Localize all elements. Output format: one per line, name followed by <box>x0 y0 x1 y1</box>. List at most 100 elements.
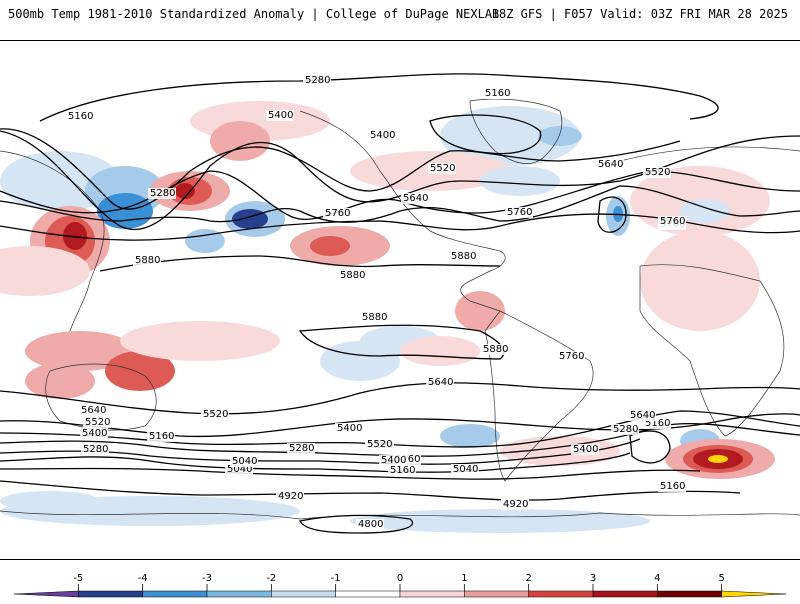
contour-label: 5160 <box>395 454 420 465</box>
contour-label: 4920 <box>278 491 303 502</box>
contour-label: 5280 <box>613 424 638 435</box>
colorbar-ticks: -5 -4 -3 -2 -1 0 1 2 3 4 5 <box>73 573 725 591</box>
colorbar-tick-label: -4 <box>138 573 148 584</box>
contour-label-bg <box>643 418 671 429</box>
contour-label: 5280 <box>305 75 330 86</box>
colorbar-tick-label: -5 <box>73 573 83 584</box>
colorbar-segment <box>206 590 272 598</box>
contour-label: 5880 <box>340 270 365 281</box>
coast-north-america <box>299 110 506 312</box>
coast-greenland <box>469 98 563 164</box>
colorbar-segment <box>721 590 787 598</box>
contour-label: 5400 <box>381 455 406 466</box>
anomaly-region <box>400 336 480 366</box>
contour-5760-south <box>0 382 800 415</box>
colorbar-segment <box>464 590 529 598</box>
colorbar-tick-label: 1 <box>461 573 467 584</box>
anomaly-region <box>0 491 100 511</box>
contour-label-bg <box>501 499 529 510</box>
coast-south-america <box>484 310 594 482</box>
contour-label: 5880 <box>362 312 387 323</box>
contour-label-bg <box>287 443 315 454</box>
contour-label-bg <box>133 255 161 266</box>
contour-low-south-atlantic <box>629 430 671 464</box>
contour-label: 5760 <box>507 207 532 218</box>
colorbar-segment <box>657 590 722 598</box>
contour-label: 5400 <box>573 444 598 455</box>
contour-label: 5040 <box>453 464 478 475</box>
contour-label-bg <box>201 409 229 420</box>
contour-label: 5520 <box>367 439 392 450</box>
contour-label: 5160 <box>390 465 415 476</box>
colorbar-tick-label: -2 <box>266 573 276 584</box>
contour-label-bg <box>79 405 107 416</box>
contour-label: 5160 <box>149 431 174 442</box>
anomaly-region <box>320 341 400 381</box>
contour-label-bg <box>230 456 258 467</box>
contour-label: 5280 <box>150 188 175 199</box>
coast-antarctica <box>0 510 800 520</box>
contour-label: 4920 <box>503 499 528 510</box>
contour-label: 5640 <box>630 410 655 421</box>
coast-eurasia <box>0 146 800 332</box>
contour-label-bg <box>611 424 639 435</box>
anomaly-region <box>25 331 135 371</box>
anomaly-map[interactable]: 5160 5160 5280 5400 5400 5280 5520 5640 5760 5880… <box>0 40 800 560</box>
anomaly-region <box>708 455 728 463</box>
colorbar-segment <box>13 590 79 598</box>
coast-africa <box>639 264 785 437</box>
anomaly-region <box>232 209 268 229</box>
contour-5280 <box>0 128 681 210</box>
contour-label: 5520 <box>645 167 670 178</box>
contour-label: 5640 <box>81 405 106 416</box>
contour-label-bg <box>338 270 366 281</box>
contour-label: 5880 <box>135 255 160 266</box>
colorbar-tick-label: 2 <box>525 573 531 584</box>
contour-label-bg <box>658 216 686 227</box>
contour-label-bg <box>483 88 511 99</box>
contour-label: 5640 <box>428 377 453 388</box>
contour-label-bg <box>628 410 656 421</box>
colorbar: -5 -4 -3 -2 -1 0 1 2 3 4 5 <box>0 566 800 600</box>
contour-label-bg <box>505 207 533 218</box>
contour-label-bg <box>360 312 388 323</box>
contour-label: 5760 <box>325 208 350 219</box>
contour-low-north-atlantic <box>597 196 627 233</box>
anomaly-region <box>350 509 650 533</box>
contour-5880-a <box>99 255 501 272</box>
colorbar-segment <box>271 590 336 598</box>
contour-label-bg <box>571 444 599 455</box>
contour-label-bg <box>449 251 477 262</box>
contour-label: 5880 <box>483 344 508 355</box>
colorbar-tick-label: 3 <box>590 573 596 584</box>
contour-label: 5280 <box>289 443 314 454</box>
colorbar-tick-label: 5 <box>718 573 724 584</box>
contour-label-bg <box>365 439 393 450</box>
colorbar-canvas: -5 -4 -3 -2 -1 0 1 2 3 4 5 <box>13 573 787 598</box>
map-title: 500mb Temp 1981-2010 Standardized Anomal… <box>8 7 500 21</box>
contour-label-bg <box>323 208 351 219</box>
colorbar-segment <box>528 590 594 598</box>
contour-label-bg <box>147 431 175 442</box>
contour-label: 5760 <box>660 216 685 227</box>
coastlines <box>0 98 800 520</box>
contour-label-bg <box>426 377 454 388</box>
contour-5640-south <box>0 413 800 438</box>
contour-label: 5160 <box>660 481 685 492</box>
contour-5880-b <box>298 324 505 360</box>
contour-label: 5880 <box>451 251 476 262</box>
colorbar-tick-label: 4 <box>654 573 660 584</box>
anomaly-region <box>210 121 270 161</box>
anomaly-region <box>97 193 153 229</box>
contour-label: 5640 <box>403 193 428 204</box>
colorbar-segment <box>142 590 208 598</box>
contour-label-bg <box>379 455 407 466</box>
contour-label-bg <box>148 188 176 199</box>
colorbar-segment <box>399 590 465 598</box>
contour-label: 5400 <box>82 428 107 439</box>
colorbar-tick-label: 0 <box>397 573 403 584</box>
contour-5160-south <box>0 452 631 473</box>
coast-australia <box>45 363 157 431</box>
anomaly-region <box>440 424 500 448</box>
contour-label-bg <box>481 344 509 355</box>
